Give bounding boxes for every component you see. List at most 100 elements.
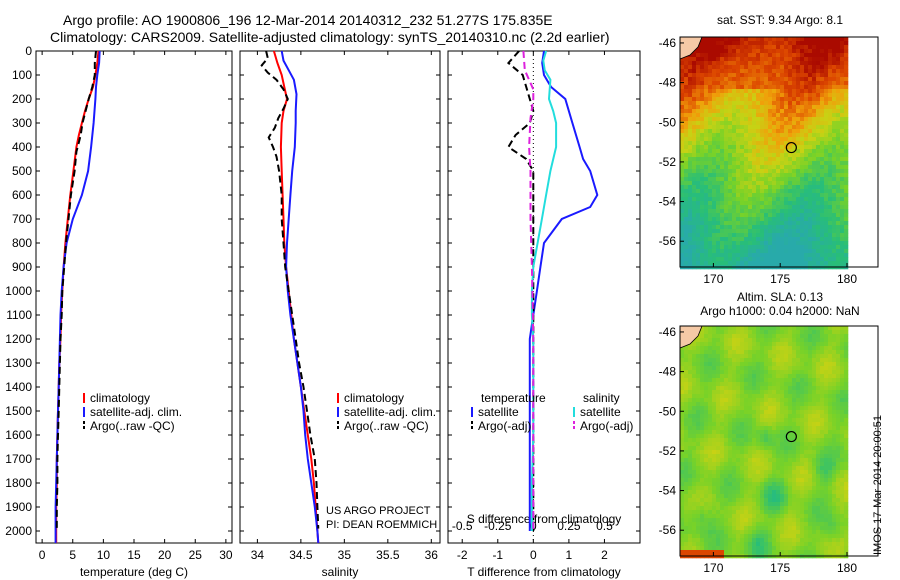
sst-map-cell <box>740 205 745 210</box>
sla-map-cell <box>712 422 717 427</box>
sst-map-cell <box>688 113 693 118</box>
sst-map-cell <box>760 205 765 210</box>
sst-map-cell <box>820 49 825 54</box>
sst-map-cell <box>752 37 757 42</box>
sst-map-cell <box>712 45 717 50</box>
sst-map-cell <box>760 261 765 266</box>
sla-map-cell <box>788 454 793 459</box>
sla-map-cell <box>768 470 773 475</box>
sla-map-cell <box>760 390 765 395</box>
sst-map-cell <box>728 189 733 194</box>
sla-map-cell <box>824 454 829 459</box>
sla-map-cell <box>760 366 765 371</box>
sst-map-cell <box>752 149 757 154</box>
sla-map-cell <box>804 354 809 359</box>
sla-map-cell <box>740 458 745 463</box>
sla-map-cell <box>740 382 745 387</box>
sla-map-cell <box>792 346 797 351</box>
difference-profile-xtick-label: 0 <box>530 548 537 562</box>
sst-map-cell <box>844 85 849 90</box>
sst-map-cell <box>788 61 793 66</box>
sst-map-cell <box>820 133 825 138</box>
sst-map-cell <box>692 201 697 206</box>
sst-map-cell <box>760 57 765 62</box>
sla-map-cell <box>840 534 845 539</box>
sst-map-cell <box>752 177 757 182</box>
sst-map-cell <box>844 61 849 66</box>
sst-map-cell <box>708 41 713 46</box>
sst-map-cell <box>836 213 841 218</box>
sst-map-cell <box>748 69 753 74</box>
sla-map-cell <box>784 470 789 475</box>
sla-map-cell <box>824 354 829 359</box>
sla-map-cell <box>724 518 729 523</box>
sst-map-cell <box>716 217 721 222</box>
sst-map-cell <box>784 205 789 210</box>
sst-map-cell <box>756 37 761 42</box>
sst-map-cell <box>724 189 729 194</box>
sst-map-cell <box>764 73 769 78</box>
sst-map-cell <box>712 105 717 110</box>
sla-map-cell <box>844 494 849 499</box>
sst-map-cell <box>812 97 817 102</box>
sla-map-cell <box>792 330 797 335</box>
sst-map-cell <box>744 121 749 126</box>
sla-map-cell <box>808 370 813 375</box>
sla-map-cell <box>692 494 697 499</box>
sla-map-cell <box>828 470 833 475</box>
sst-map-cell <box>784 37 789 42</box>
sst-map-cell <box>712 101 717 106</box>
sla-map-cell <box>760 346 765 351</box>
sst-map-cell <box>732 141 737 146</box>
sla-map-cell <box>756 386 761 391</box>
sst-map-cell <box>796 209 801 214</box>
sst-map-cell <box>816 121 821 126</box>
sla-map-cell <box>720 502 725 507</box>
sla-map-cell <box>716 386 721 391</box>
sla-map-cell <box>712 446 717 451</box>
sla-map-cell <box>704 466 709 471</box>
sst-map-cell <box>756 221 761 226</box>
sst-map-cell <box>728 69 733 74</box>
sst-map-cell <box>756 137 761 142</box>
sst-map-cell <box>784 121 789 126</box>
sla-map-cell <box>816 538 821 543</box>
sst-map-cell <box>796 217 801 222</box>
sst-map-cell <box>744 61 749 66</box>
sla-map-cell <box>680 414 685 419</box>
sst-map-cell <box>728 57 733 62</box>
sla-map-cell <box>784 422 789 427</box>
sst-map-cell <box>800 193 805 198</box>
sst-map-cell <box>680 105 685 110</box>
sla-map-cell <box>780 334 785 339</box>
sla-map-cell <box>812 490 817 495</box>
sla-map-cell <box>804 394 809 399</box>
sla-map-cell <box>724 410 729 415</box>
sla-map-cell <box>752 438 757 443</box>
sst-map-cell <box>816 237 821 242</box>
sst-map-cell <box>820 153 825 158</box>
sla-map-cell <box>700 462 705 467</box>
sla-map-cell <box>688 514 693 519</box>
sst-map-cell <box>748 93 753 98</box>
sla-map-cell <box>720 526 725 531</box>
sst-map-cell <box>728 197 733 202</box>
sla-map-cell <box>720 474 725 479</box>
sla-map-cell <box>728 394 733 399</box>
sla-map-cell <box>680 434 685 439</box>
sst-map-cell <box>824 61 829 66</box>
sla-map-cell <box>696 402 701 407</box>
sst-map-cell <box>832 177 837 182</box>
sst-map-cell <box>704 185 709 190</box>
sst-map-cell <box>744 157 749 162</box>
sst-map-cell <box>688 85 693 90</box>
sla-map-cell <box>776 346 781 351</box>
sla-map-cell <box>744 474 749 479</box>
sst-map-cell <box>752 89 757 94</box>
sst-map-cell <box>704 197 709 202</box>
sla-map-cell <box>800 538 805 543</box>
sst-map-cell <box>740 105 745 110</box>
sst-map-cell <box>712 85 717 90</box>
sla-map-cell <box>744 522 749 527</box>
header-line-2: Climatology: CARS2009. Satellite-adjuste… <box>50 29 610 45</box>
